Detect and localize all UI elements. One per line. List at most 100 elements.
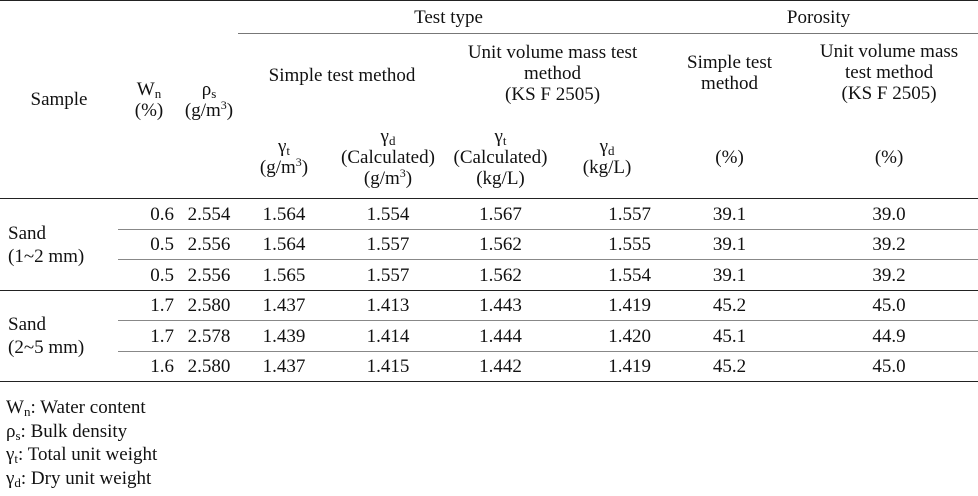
cell-gd-simple: 1.414 (330, 320, 446, 352)
header-gamma-d-simple: γd (Calculated) (g/m3) (330, 116, 446, 199)
gamma-t-subscript: t (502, 132, 507, 148)
rho-unit-base: (g/m (184, 99, 221, 121)
note-bulk-density: ρs: Bulk density (6, 420, 157, 444)
note-subscript: d (14, 474, 21, 490)
cell-wn: 1.6 (118, 351, 180, 382)
wn-subscript: n (154, 85, 162, 101)
unit-volume-line1: Unit volume mass test (467, 42, 638, 63)
note-subscript: n (23, 404, 31, 419)
cell-por-simple: 39.1 (659, 198, 801, 230)
unit-kg-l: (kg/L) (582, 157, 632, 179)
data-table: Sample Wn (%) ρs (g/m3) Test type Porosi… (0, 0, 978, 382)
table-notes: Wn: Water content ρs: Bulk density γt: T… (6, 396, 157, 490)
sample-name: Sand (8, 222, 46, 244)
unit-kg-l: (kg/L) (476, 167, 525, 189)
cell-gt-simple: 1.437 (238, 290, 330, 321)
header-test-type: Test type (238, 0, 660, 34)
cell-por-simple: 39.1 (659, 229, 801, 260)
header-unit-volume-method: Unit volume mass test method (KS F 2505) (446, 34, 659, 117)
cell-gt-unit: 1.442 (446, 351, 555, 382)
note-dry-unit-weight: γd: Dry unit weight (6, 467, 157, 491)
table-row: 1.6 2.580 1.437 1.415 1.442 1.419 45.2 4… (0, 351, 978, 382)
gamma-d-subscript: d (388, 132, 396, 148)
header-sample: Sample (0, 0, 118, 199)
cell-por-unit: 39.2 (800, 229, 978, 260)
cell-gt-simple: 1.439 (238, 320, 330, 352)
por-simple-line2: method (701, 73, 759, 94)
cell-gt-unit: 1.443 (446, 290, 555, 321)
rho-symbol: ρ (201, 78, 212, 100)
cell-por-simple: 45.2 (659, 290, 801, 321)
cell-gt-unit: 1.562 (446, 259, 555, 291)
data-table-container: Sample Wn (%) ρs (g/m3) Test type Porosi… (0, 0, 978, 382)
header-water-content: Wn (%) (118, 0, 180, 199)
rho-subscript: s (211, 85, 217, 101)
wn-unit: (%) (134, 99, 164, 121)
table-header: Sample Wn (%) ρs (g/m3) Test type Porosi… (0, 0, 978, 199)
cell-rho: 2.580 (180, 351, 238, 382)
unit-close: ) (301, 157, 309, 179)
note-text: : Total unit weight (18, 444, 158, 465)
gamma-d-subscript: d (607, 143, 615, 159)
gamma-symbol: γ (494, 125, 503, 147)
unit-sup-3: 3 (295, 155, 302, 170)
rho-unit: (g/m3) (184, 97, 233, 121)
wn-symbol: W (136, 78, 155, 100)
cell-por-unit: 39.2 (800, 259, 978, 291)
note-text: : Bulk density (20, 420, 128, 442)
cell-gd-simple: 1.557 (330, 229, 446, 260)
cell-por-unit: 44.9 (800, 320, 978, 352)
cell-rho: 2.554 (180, 198, 238, 230)
header-percent-unit: (%) (800, 116, 978, 199)
note-symbol: W (6, 397, 24, 418)
cell-wn: 1.7 (118, 290, 180, 321)
table-row: 0.5 2.556 1.564 1.557 1.562 1.555 39.1 3… (0, 229, 978, 260)
unit-sup-3: 3 (399, 165, 406, 180)
note-text: : Water content (30, 397, 146, 418)
header-gamma-t-simple: γt (g/m3) (238, 116, 330, 199)
por-unit-line3: (KS F 2505) (841, 83, 937, 104)
table-row: 1.7 2.578 1.439 1.414 1.444 1.420 45.1 4… (0, 320, 978, 352)
cell-rho: 2.580 (180, 290, 238, 321)
cell-gd-simple: 1.415 (330, 351, 446, 382)
note-symbol: γ (6, 444, 15, 465)
header-simple-test-method: Simple test method (268, 64, 416, 86)
por-unit-line2: test method (844, 62, 934, 83)
sample-label: Sand (1~2 mm) (0, 198, 118, 291)
gamma-t-subscript: t (286, 143, 291, 159)
cell-gd-unit: 1.419 (555, 351, 660, 382)
rho-unit-sup: 3 (220, 97, 227, 112)
note-symbol: ρ (6, 420, 16, 442)
header-percent-simple: (%) (659, 116, 801, 199)
sample-label: Sand (2~5 mm) (0, 290, 118, 382)
calculated-label: (Calculated) (341, 146, 435, 168)
cell-por-simple: 45.1 (659, 320, 801, 352)
cell-gt-unit: 1.567 (446, 198, 555, 230)
cell-rho: 2.556 (180, 229, 238, 260)
gamma-symbol: γ (599, 136, 608, 158)
cell-gt-simple: 1.564 (238, 229, 330, 260)
cell-por-simple: 45.2 (659, 351, 801, 382)
note-total-unit-weight: γt: Total unit weight (6, 443, 157, 467)
cell-gt-simple: 1.437 (238, 351, 330, 382)
sample-size-range: (1~2 mm) (8, 245, 85, 267)
header-porosity-unit-volume: Unit volume mass test method (KS F 2505) (800, 34, 978, 117)
header-gamma-d-unit: γd (kg/L) (555, 116, 660, 199)
header-gamma-t-unit: γt (Calculated) (kg/L) (446, 116, 555, 199)
cell-gd-unit: 1.554 (555, 259, 660, 291)
unit-g-m3-base: (g/m (259, 157, 296, 179)
cell-rho: 2.578 (180, 320, 238, 352)
cell-por-unit: 45.0 (800, 290, 978, 321)
cell-por-simple: 39.1 (659, 259, 801, 291)
cell-gt-simple: 1.564 (238, 198, 330, 230)
note-text: : Dry unit weight (20, 467, 152, 489)
por-unit-line1: Unit volume mass (819, 41, 959, 62)
header-porosity: Porosity (659, 0, 978, 34)
cell-gd-simple: 1.413 (330, 290, 446, 321)
unit-close: ) (405, 167, 413, 189)
cell-wn: 1.7 (118, 320, 180, 352)
cell-por-unit: 39.0 (800, 198, 978, 230)
note-symbol: γ (6, 467, 15, 489)
table-row: 0.5 2.556 1.565 1.557 1.562 1.554 39.1 3… (0, 259, 978, 291)
header-porosity-simple: Simple test method (659, 34, 800, 117)
